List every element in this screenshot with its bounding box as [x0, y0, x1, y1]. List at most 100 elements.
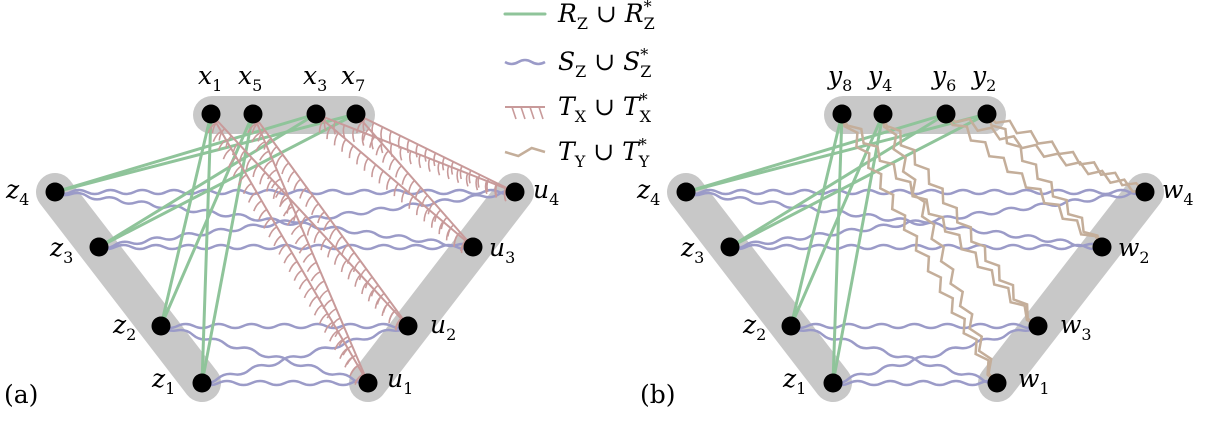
panel-a-label: (a)	[4, 380, 38, 409]
graph-node	[1028, 316, 1048, 336]
edge-r	[159, 112, 213, 328]
edge-r	[97, 112, 358, 249]
node-label: z1	[151, 364, 175, 398]
edge-s	[201, 325, 409, 385]
node-label: z2	[742, 310, 766, 344]
graph-node	[873, 104, 893, 124]
panel-a: x1 x5 x3 x7 z4 z3 z2 z1 u4 u3 u2 u1 (a)	[4, 61, 559, 409]
node-label: y6	[931, 61, 956, 95]
node-label: z3	[680, 233, 704, 267]
edge-r	[728, 112, 989, 249]
node-label: u4	[533, 175, 559, 209]
edge-tx-teeth	[247, 122, 365, 384]
legend-swatch	[504, 58, 546, 66]
legend-swatches	[503, 12, 547, 158]
edge-r	[789, 112, 844, 328]
panel-a-left-group	[36, 173, 221, 402]
graph-node	[720, 237, 740, 257]
graph-node	[987, 373, 1007, 393]
legend-swatch-teeth	[511, 106, 544, 120]
panel-b-top-group	[824, 96, 1006, 134]
panel-a-right-group	[349, 173, 534, 402]
graph-node	[823, 373, 843, 393]
node-label: y2	[971, 61, 996, 95]
node-label: x1	[198, 61, 222, 95]
node-label: y8	[827, 61, 852, 95]
graph-node	[151, 316, 171, 336]
edge-r	[728, 112, 948, 249]
panel-b-nodes	[676, 104, 1155, 393]
edge-r	[200, 112, 255, 385]
edge-r	[200, 112, 213, 385]
edge-tx-teeth	[362, 117, 507, 201]
panel-a-nodes	[45, 104, 525, 393]
graph-node	[346, 104, 366, 124]
edge-tx	[210, 113, 409, 327]
edge-s	[54, 190, 474, 249]
node-label: w2	[1118, 233, 1150, 267]
edge-ty	[945, 113, 1146, 194]
node-label: w3	[1060, 310, 1092, 344]
graph-node	[192, 373, 212, 393]
node-label: u3	[489, 233, 515, 267]
graph-node	[358, 373, 378, 393]
graph-node	[781, 316, 801, 336]
edge-r	[831, 112, 885, 385]
edge-r	[831, 112, 844, 385]
edge-s	[832, 379, 998, 387]
edge-ty	[881, 113, 1039, 328]
edge-r	[53, 112, 318, 194]
edge-s	[160, 325, 369, 385]
edge-ty	[944, 113, 1104, 248]
edge-r	[684, 112, 948, 194]
panel-b-edges	[684, 112, 1146, 387]
edge-s	[685, 190, 1103, 249]
graph-node	[832, 104, 852, 124]
node-label: z2	[112, 310, 136, 344]
legend-entry-tx: TX ∪ T* X	[558, 90, 652, 126]
node-label: u1	[387, 364, 413, 398]
edge-tx	[315, 113, 516, 193]
node-label: z4	[5, 175, 29, 209]
edge-tx-teeth	[251, 121, 403, 330]
graph-node	[936, 104, 956, 124]
legend-entry-s: SZ ∪ S* Z	[558, 45, 651, 81]
edge-tx-teeth	[323, 117, 507, 202]
edge-s	[160, 322, 409, 330]
node-label: x7	[341, 61, 365, 95]
graph-node	[89, 237, 109, 257]
edge-s	[790, 325, 998, 385]
graph-node	[243, 104, 263, 124]
panel-b-right-group	[978, 173, 1164, 402]
graph-node	[463, 237, 483, 257]
edge-tx	[210, 113, 369, 384]
graph-node	[45, 182, 65, 202]
graph-node	[505, 182, 525, 202]
legend-entry-r: RZ ∪ R* Z	[557, 0, 655, 33]
panel-a-edges	[53, 112, 516, 387]
edge-ty	[985, 113, 1104, 248]
edge-s	[832, 325, 1039, 385]
node-label: w4	[1162, 175, 1194, 209]
edge-r	[684, 112, 989, 194]
node-label: y4	[867, 61, 892, 95]
node-label: z4	[636, 175, 660, 209]
node-label: u2	[430, 310, 456, 344]
graph-node	[1092, 237, 1112, 257]
edge-tx	[252, 113, 369, 384]
edge-s	[201, 379, 369, 387]
edge-s	[790, 322, 1039, 330]
edge-ty	[881, 113, 998, 384]
graph-node	[1135, 182, 1155, 202]
graph-node	[398, 316, 418, 336]
edge-tx-teeth	[356, 120, 468, 252]
edge-s	[729, 189, 1146, 250]
graph-node	[306, 104, 326, 124]
edge-s	[98, 189, 516, 250]
graph-node	[201, 104, 221, 124]
panel-b: y8 y4 y6 y2 z4 z3 z2 z1 w4 w2 w3 w1 (b)	[636, 61, 1194, 409]
node-label: z1	[782, 364, 806, 398]
node-label: x5	[238, 61, 262, 95]
edge-r	[53, 112, 358, 194]
